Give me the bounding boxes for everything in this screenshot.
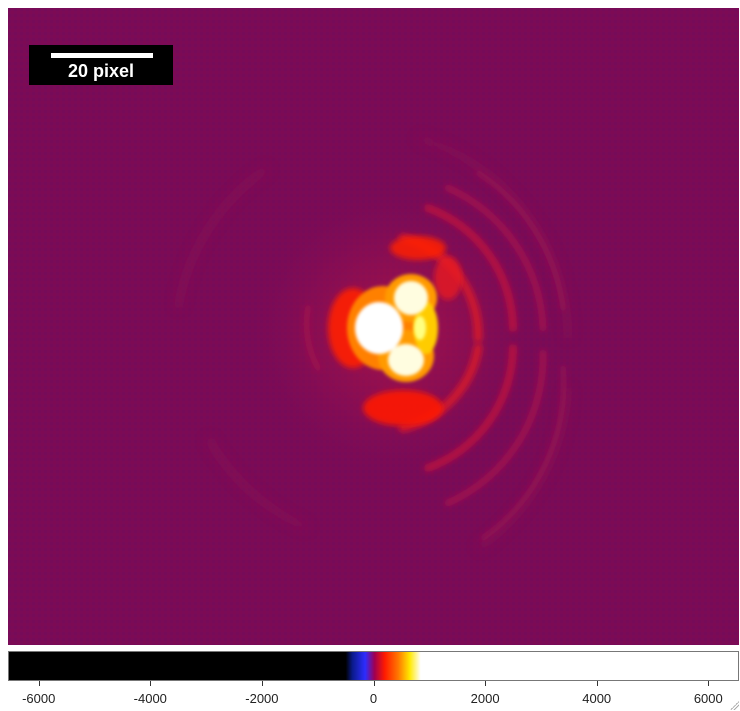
- colorbar-tick: [596, 681, 598, 686]
- scale-bar-line: [51, 53, 153, 58]
- colorbar-tick-label: -6000: [22, 691, 56, 706]
- colorbar-tick-label: 0: [369, 691, 378, 706]
- colorbar-tick-label: 4000: [582, 691, 612, 706]
- scale-bar: 20 pixel: [29, 45, 173, 85]
- colorbar-tick: [150, 681, 152, 686]
- colorbar-tick: [373, 681, 375, 686]
- resize-grip-icon[interactable]: [729, 700, 739, 710]
- colorbar-tick-label: -4000: [133, 691, 167, 706]
- colorbar-tick: [485, 681, 487, 686]
- speckle-image: [8, 8, 739, 645]
- colorbar-tick: [708, 681, 710, 686]
- colorbar-tick: [261, 681, 263, 686]
- image-display[interactable]: 20 pixel: [8, 8, 739, 645]
- colorbar-tick-label: 6000: [693, 691, 723, 706]
- colorbar-tick-label: 2000: [470, 691, 500, 706]
- colorbar-axis: -6000 -4000 -2000 0 2000 4000 6000: [8, 681, 739, 711]
- colorbar-tick-label: -2000: [245, 691, 279, 706]
- colorbar-gradient: [9, 652, 738, 680]
- scale-bar-label: 20 pixel: [67, 61, 135, 81]
- colorbar[interactable]: [8, 651, 739, 681]
- colorbar-tick: [38, 681, 40, 686]
